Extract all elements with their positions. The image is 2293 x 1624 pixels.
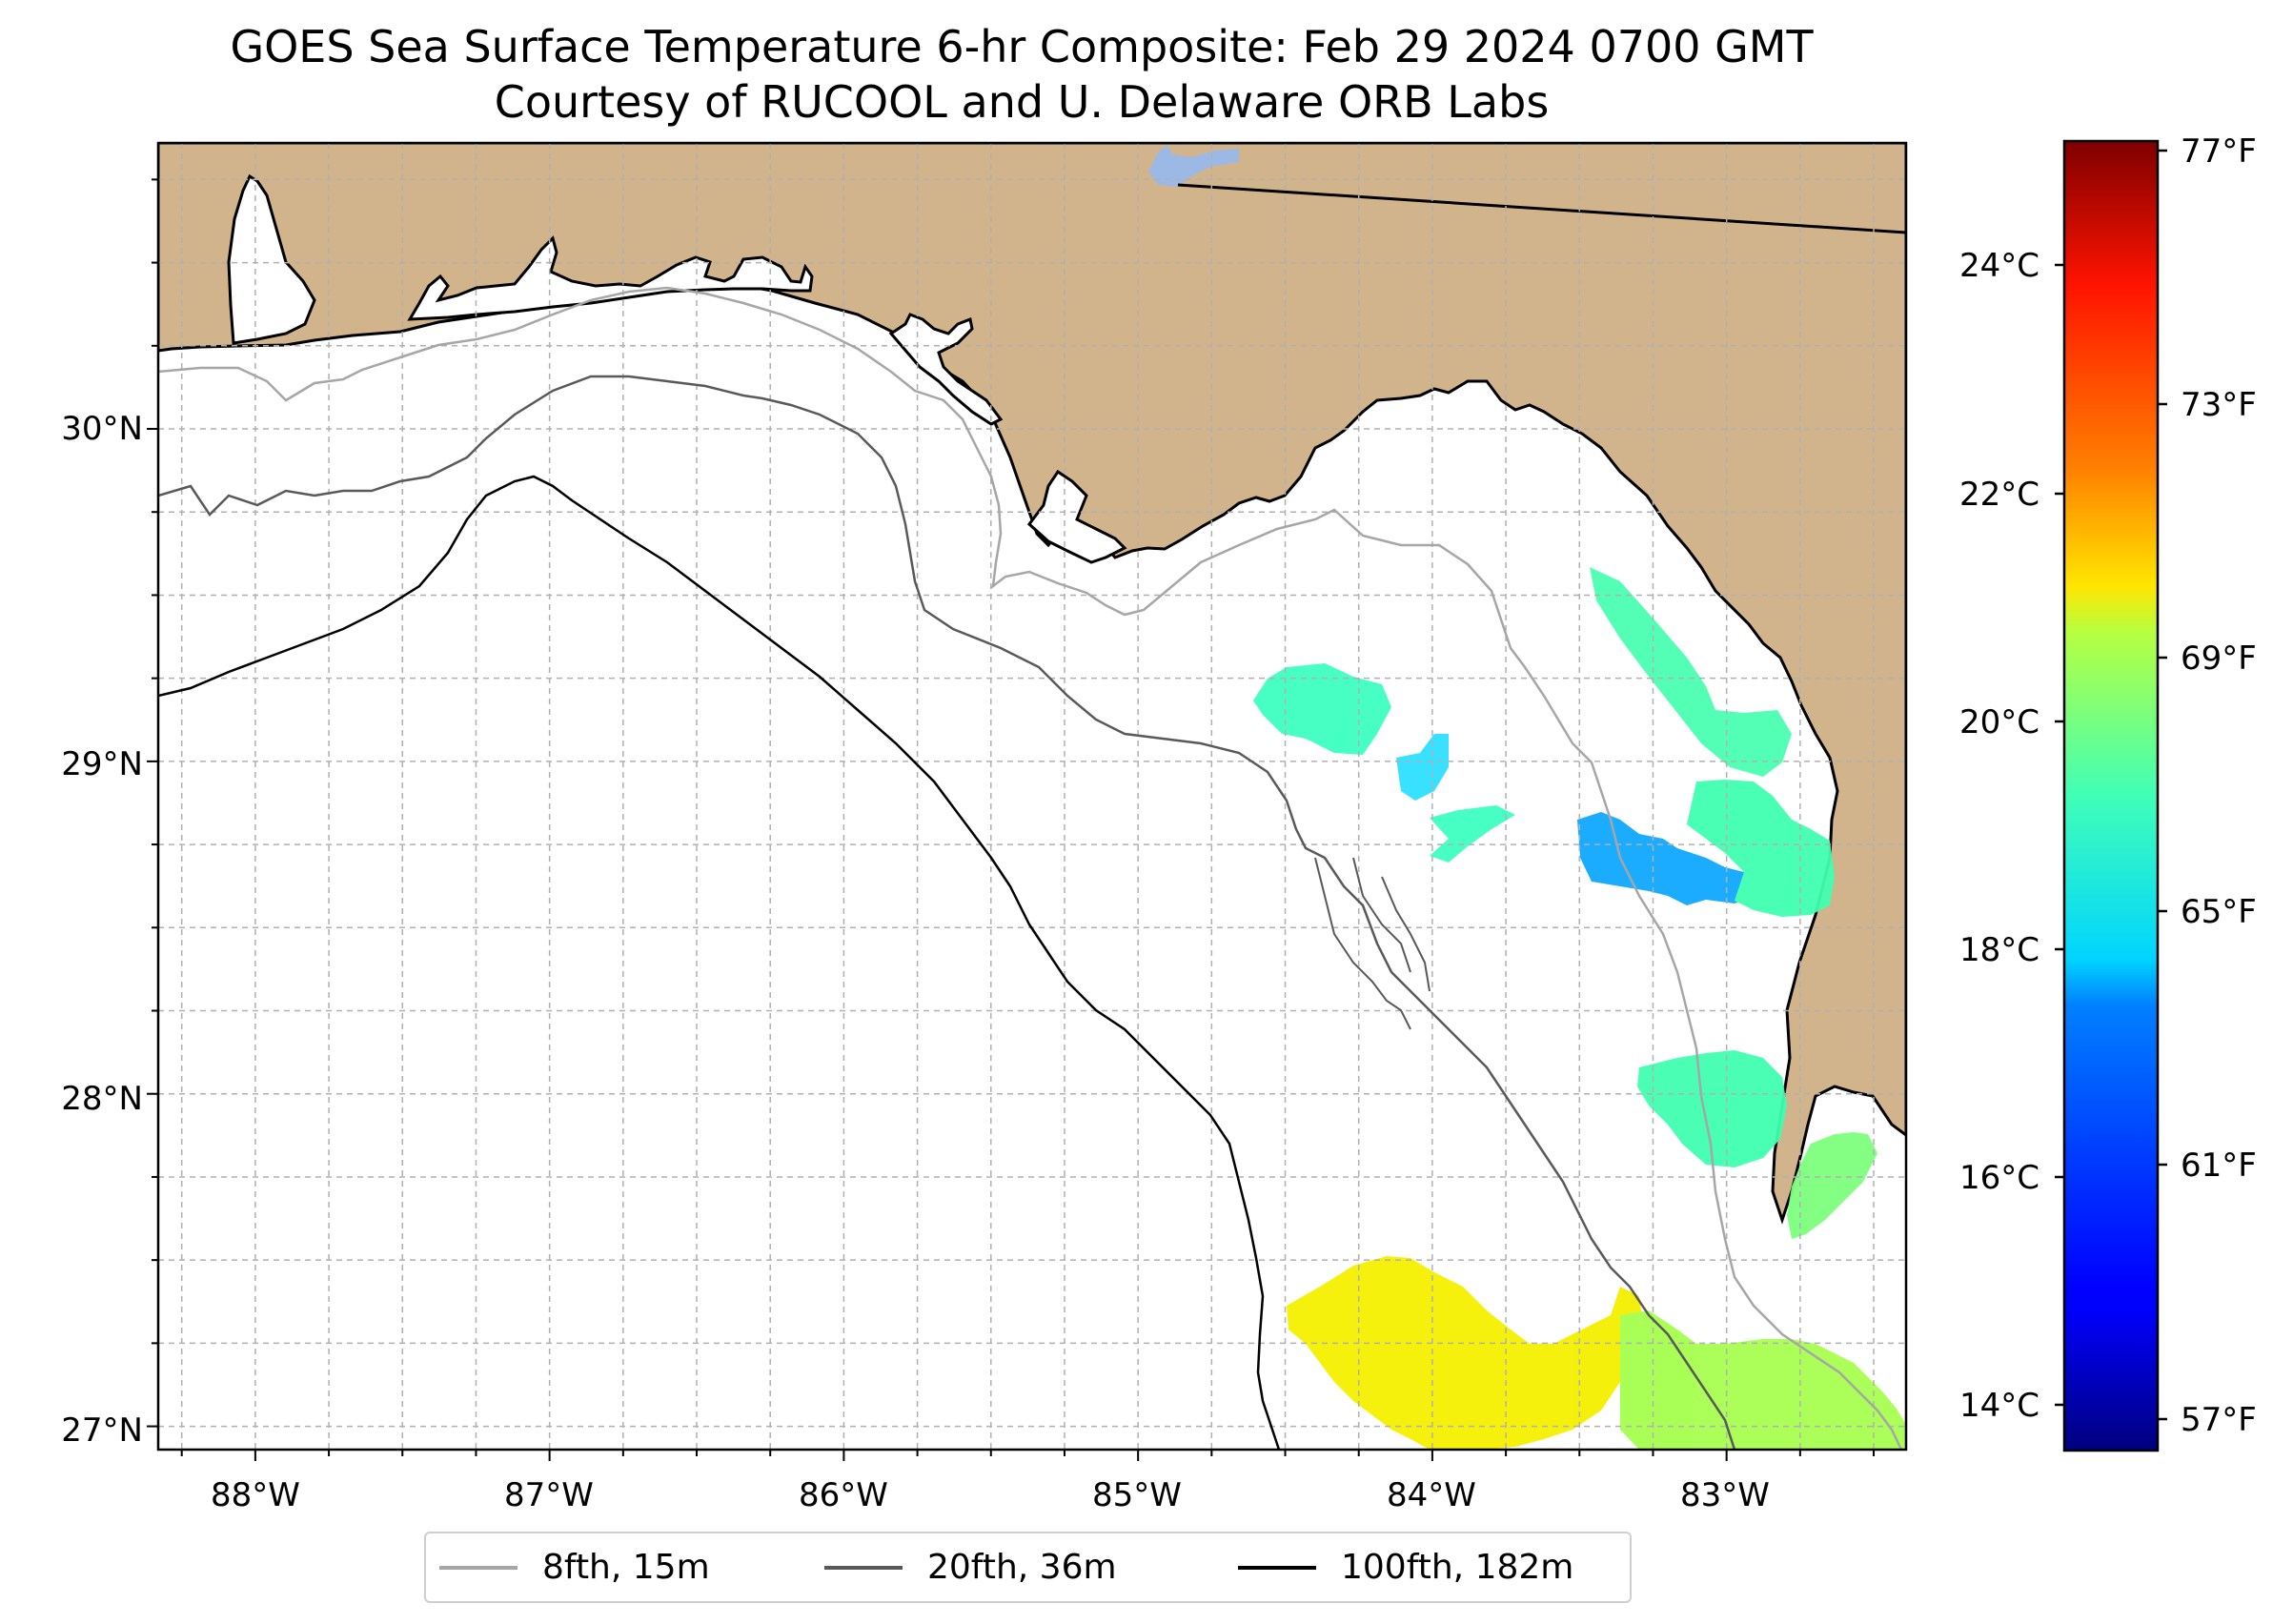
legend-label: 100fth, 182m — [1341, 1548, 1574, 1587]
lon-tick-label: 83°W — [1680, 1476, 1770, 1514]
lon-tick-label: 87°W — [504, 1476, 594, 1514]
lat-tick-label: 30°N — [61, 410, 143, 448]
lon-tick-label: 88°W — [211, 1476, 300, 1514]
lat-tick-label: 28°N — [61, 1080, 143, 1118]
colorbar — [2062, 139, 2160, 1452]
map-area — [158, 143, 1906, 1450]
mobile-bay — [227, 173, 316, 345]
lon-tick-labels: 88°W 87°W 86°W 85°W 84°W 83°W — [211, 1476, 1770, 1514]
lat-tick-labels: 30°N 29°N 28°N 27°N — [61, 410, 143, 1450]
legend-item-36m: 20fth, 36m — [824, 1533, 1117, 1601]
legend-line-icon — [439, 1565, 517, 1570]
celsius-tick-label: 22°C — [1959, 476, 2039, 514]
fahrenheit-tick-label: 57°F — [2181, 1401, 2257, 1439]
legend: 8fth, 15m 20fth, 36m 100fth, 182m — [424, 1532, 1632, 1603]
colorbar-fahrenheit-labels: 77°F 73°F 69°F 65°F 61°F 57°F — [2181, 132, 2257, 1439]
apalachicola-bay — [1026, 469, 1127, 564]
fahrenheit-tick-label: 77°F — [2181, 132, 2257, 171]
celsius-tick-label: 16°C — [1959, 1159, 2039, 1197]
isobath-15m — [158, 286, 1903, 1450]
title-line-1: GOES Sea Surface Temperature 6-hr Compos… — [230, 21, 1814, 72]
legend-item-182m: 100fth, 182m — [1238, 1533, 1573, 1601]
colorbar-celsius-labels: 24°C 22°C 20°C 18°C 16°C 14°C — [1959, 247, 2039, 1425]
legend-item-15m: 8fth, 15m — [439, 1533, 710, 1601]
lat-tick-label: 27°N — [61, 1411, 143, 1450]
celsius-tick-label: 18°C — [1959, 931, 2039, 969]
lon-tick-label: 85°W — [1092, 1476, 1182, 1514]
isobath-182m — [158, 475, 1281, 1450]
isobath-36m-islands — [1314, 857, 1431, 1030]
fahrenheit-tick-label: 65°F — [2181, 893, 2257, 931]
legend-line-icon — [824, 1565, 903, 1570]
lon-tick-label: 84°W — [1387, 1476, 1476, 1514]
fahrenheit-tick-label: 73°F — [2181, 386, 2257, 424]
celsius-tick-label: 24°C — [1959, 247, 2039, 285]
choctawhatchee-bay — [888, 313, 1004, 426]
map-grid — [158, 143, 1906, 1450]
fahrenheit-tick-label: 69°F — [2181, 639, 2257, 678]
isobath-36m — [158, 375, 1736, 1450]
state-border — [1177, 183, 1906, 234]
lon-tick-label: 86°W — [799, 1476, 888, 1514]
celsius-tick-label: 20°C — [1959, 703, 2039, 741]
sst-patches — [1253, 567, 1906, 1450]
title-line-2: Courtesy of RUCOOL and U. Delaware ORB L… — [495, 76, 1550, 128]
map-frame — [156, 141, 1908, 1451]
celsius-tick-label: 14°C — [1959, 1387, 2039, 1425]
legend-line-icon — [1238, 1565, 1316, 1570]
lake — [1148, 145, 1239, 187]
lat-tick-label: 29°N — [61, 745, 143, 783]
fahrenheit-tick-label: 61°F — [2181, 1147, 2257, 1185]
legend-label: 8fth, 15m — [542, 1548, 710, 1587]
colorbar-ticks — [2055, 149, 2167, 1421]
legend-label: 20fth, 36m — [927, 1548, 1117, 1587]
map-tick-marks — [147, 178, 1876, 1461]
